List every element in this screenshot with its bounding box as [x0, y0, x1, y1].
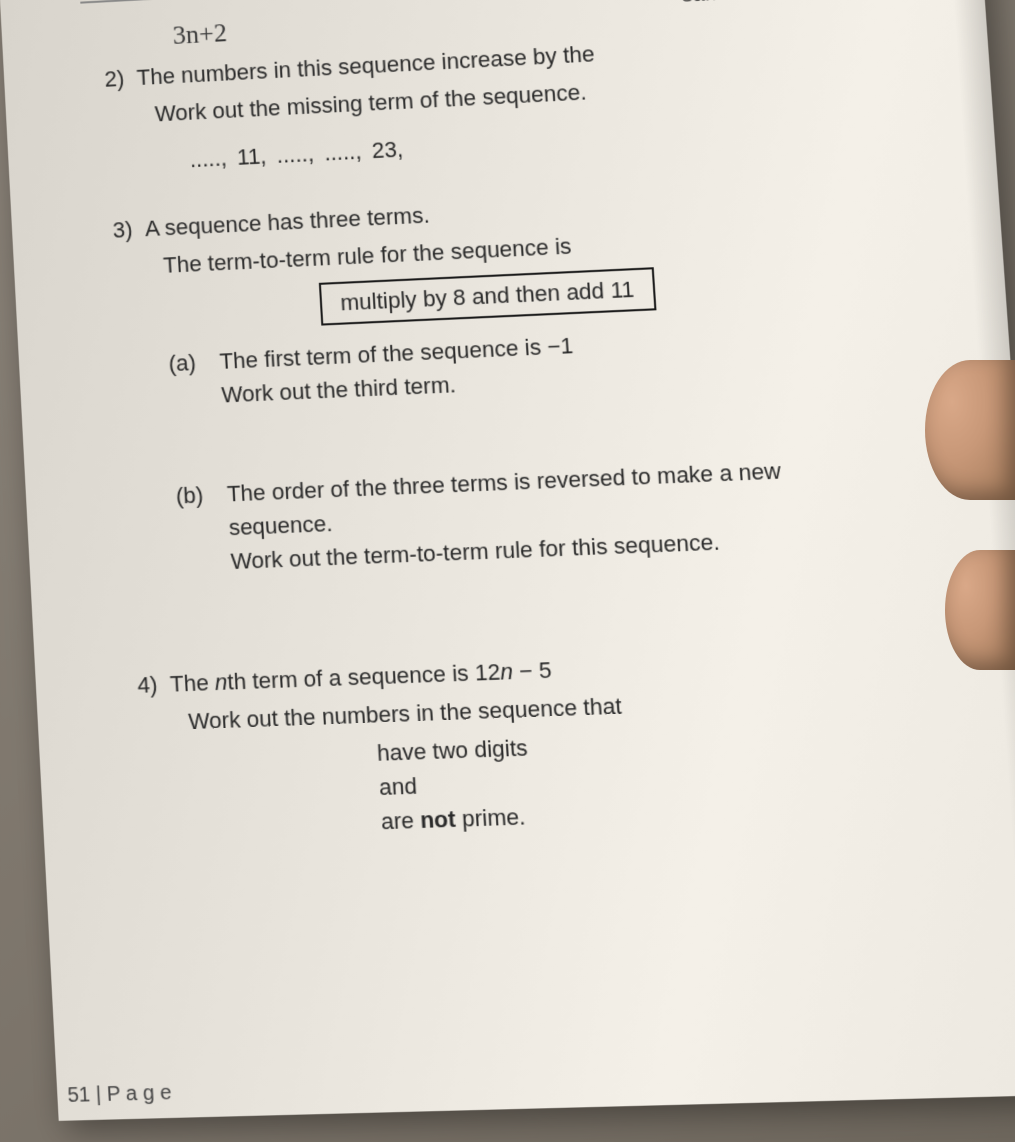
q3-number: 3) [112, 212, 146, 247]
worksheet-page: 3n+2 same amount each time. 2)The number… [0, 0, 1015, 1121]
q3b-label: (b) [175, 477, 222, 513]
q3a-label: (a) [168, 345, 214, 381]
finger-top [925, 360, 1015, 500]
finger-bottom [945, 550, 1015, 670]
question-3: 3)A sequence has three terms. The term-t… [112, 173, 960, 582]
q3-rule-box: multiply by 8 and then add 11 [319, 267, 656, 325]
page-footer: 51 | P a g e [67, 1081, 172, 1108]
q2-number: 2) [104, 61, 138, 96]
question-4: 4)The nth term of a sequence is 12n − 5 … [137, 637, 979, 846]
q3b-line2: sequence. [228, 511, 333, 541]
q4-conditions: have two digits and are not prime. [376, 715, 979, 839]
q4-number: 4) [137, 667, 171, 702]
q3a-line2: Work out the third term. [221, 372, 457, 408]
q3a-line1: The first term of the sequence is −1 [219, 333, 574, 374]
